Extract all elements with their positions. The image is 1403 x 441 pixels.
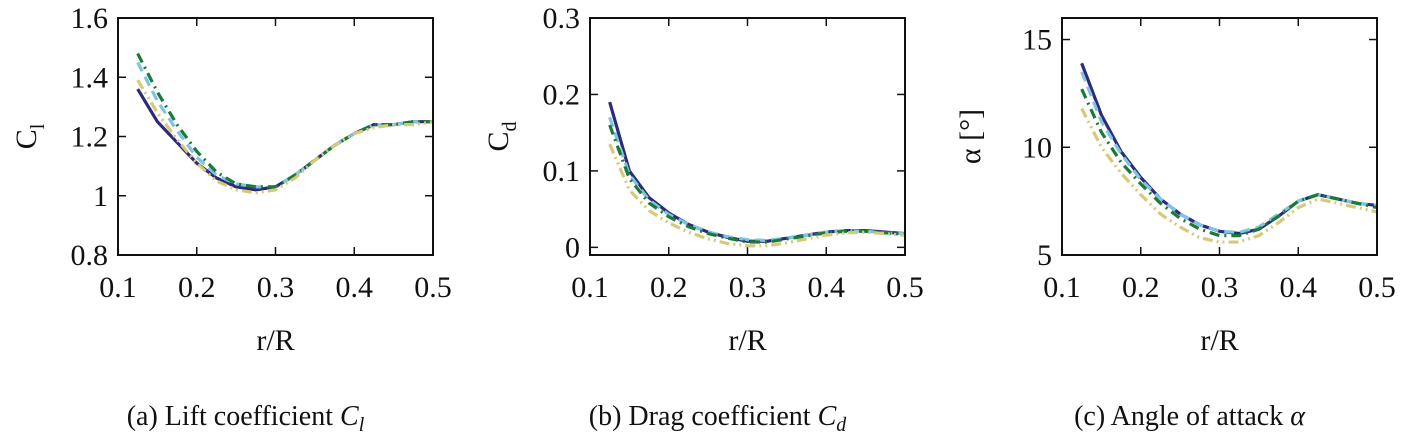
y-axis-label: α [°] <box>954 109 987 164</box>
caption-part: α <box>1290 401 1306 432</box>
x-tick-label: 0.4 <box>336 271 374 304</box>
y-axis-label-part: C <box>482 131 515 151</box>
y-tick-label: 0 <box>565 231 580 264</box>
x-axis-label: r/R <box>1200 324 1238 357</box>
caption-part: (b) Drag coefficient <box>589 401 818 432</box>
axes-frame <box>589 17 906 256</box>
y-tick-label: 1 <box>93 180 108 213</box>
y-tick-label: 1.4 <box>71 61 109 94</box>
series-line <box>608 101 905 243</box>
x-tick-label: 0.3 <box>729 271 767 304</box>
series-line <box>1080 107 1377 244</box>
y-tick-label: 10 <box>1022 131 1052 164</box>
x-tick-label: 0.5 <box>414 271 452 304</box>
axes-frame <box>117 17 434 256</box>
caption-part: (a) Lift coefficient <box>127 401 340 432</box>
y-axis-label: Cl <box>10 123 49 149</box>
x-tick-label: 0.5 <box>1358 271 1396 304</box>
x-tick-label: 0.1 <box>99 271 137 304</box>
caption: (a) Lift coefficient Cl <box>127 401 365 436</box>
y-tick-label: 0.1 <box>543 155 581 188</box>
caption-part: l <box>359 414 365 436</box>
y-tick-label: 1.6 <box>71 2 109 35</box>
y-tick-label: 5 <box>1037 239 1052 272</box>
x-tick-label: 0.2 <box>178 271 216 304</box>
x-axis-label: r/R <box>256 324 294 357</box>
x-axis-label: r/R <box>728 324 766 357</box>
y-tick-label: 1.2 <box>71 121 109 154</box>
x-tick-label: 0.3 <box>257 271 295 304</box>
series-line <box>136 52 433 189</box>
x-tick-label: 0.1 <box>571 271 609 304</box>
axes-frame <box>1061 17 1378 256</box>
y-axis-label-part: l <box>27 123 49 129</box>
x-tick-label: 0.4 <box>1280 271 1318 304</box>
y-tick-label: 0.8 <box>71 239 109 272</box>
x-tick-label: 0.2 <box>1122 271 1160 304</box>
x-tick-label: 0.4 <box>808 271 846 304</box>
series-line <box>608 124 905 244</box>
x-tick-label: 0.1 <box>1043 271 1081 304</box>
caption: (c) Angle of attack α <box>1074 401 1306 432</box>
series-line <box>608 116 905 243</box>
series-line <box>136 79 433 195</box>
caption: (b) Drag coefficient Cd <box>589 401 848 436</box>
series-line <box>1080 62 1377 236</box>
y-tick-label: 15 <box>1022 24 1052 57</box>
y-axis-label: Cd <box>482 121 521 151</box>
series-line <box>608 143 905 248</box>
caption-part: (c) Angle of attack <box>1074 401 1290 432</box>
series-line <box>1080 88 1377 238</box>
y-tick-label: 0.3 <box>543 2 581 35</box>
y-axis-label-part: d <box>499 121 521 131</box>
y-axis-label-part: C <box>10 129 43 149</box>
x-tick-label: 0.5 <box>886 271 924 304</box>
x-tick-label: 0.2 <box>650 271 688 304</box>
x-tick-label: 0.3 <box>1201 271 1239 304</box>
series-line <box>1080 71 1377 234</box>
y-tick-label: 0.2 <box>543 78 581 111</box>
caption-part: C <box>818 401 837 432</box>
caption-part: C <box>340 401 359 432</box>
caption-part: d <box>836 414 847 436</box>
